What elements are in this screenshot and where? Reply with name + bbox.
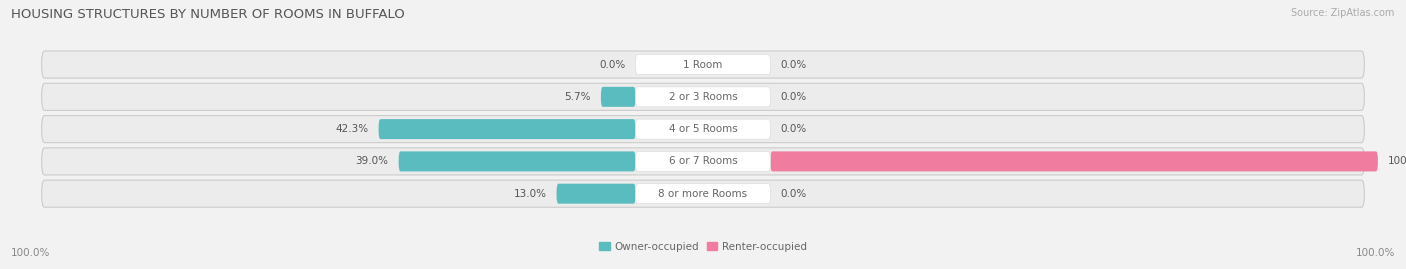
FancyBboxPatch shape [42,148,1364,175]
FancyBboxPatch shape [42,180,1364,207]
Text: 100.0%: 100.0% [1355,248,1395,258]
FancyBboxPatch shape [636,151,770,171]
Text: 100.0%: 100.0% [11,248,51,258]
FancyBboxPatch shape [378,119,636,139]
Text: 4 or 5 Rooms: 4 or 5 Rooms [669,124,737,134]
Text: 8 or more Rooms: 8 or more Rooms [658,189,748,199]
FancyBboxPatch shape [636,87,770,107]
FancyBboxPatch shape [399,151,636,171]
Text: 0.0%: 0.0% [780,59,807,70]
Text: 0.0%: 0.0% [780,189,807,199]
FancyBboxPatch shape [636,55,770,75]
Text: HOUSING STRUCTURES BY NUMBER OF ROOMS IN BUFFALO: HOUSING STRUCTURES BY NUMBER OF ROOMS IN… [11,8,405,21]
FancyBboxPatch shape [636,119,770,139]
FancyBboxPatch shape [636,184,770,204]
Text: Source: ZipAtlas.com: Source: ZipAtlas.com [1291,8,1395,18]
FancyBboxPatch shape [42,83,1364,110]
FancyBboxPatch shape [557,184,636,204]
FancyBboxPatch shape [770,151,1378,171]
Text: 2 or 3 Rooms: 2 or 3 Rooms [669,92,737,102]
Text: 39.0%: 39.0% [356,156,388,167]
Text: 6 or 7 Rooms: 6 or 7 Rooms [669,156,737,167]
Text: 42.3%: 42.3% [336,124,368,134]
Text: 100.0%: 100.0% [1388,156,1406,167]
Text: 0.0%: 0.0% [780,92,807,102]
Text: 0.0%: 0.0% [599,59,626,70]
FancyBboxPatch shape [600,87,636,107]
Text: 1 Room: 1 Room [683,59,723,70]
Text: 5.7%: 5.7% [564,92,591,102]
Text: 13.0%: 13.0% [513,189,547,199]
FancyBboxPatch shape [42,51,1364,78]
FancyBboxPatch shape [42,116,1364,143]
Text: 0.0%: 0.0% [780,124,807,134]
Legend: Owner-occupied, Renter-occupied: Owner-occupied, Renter-occupied [595,237,811,256]
